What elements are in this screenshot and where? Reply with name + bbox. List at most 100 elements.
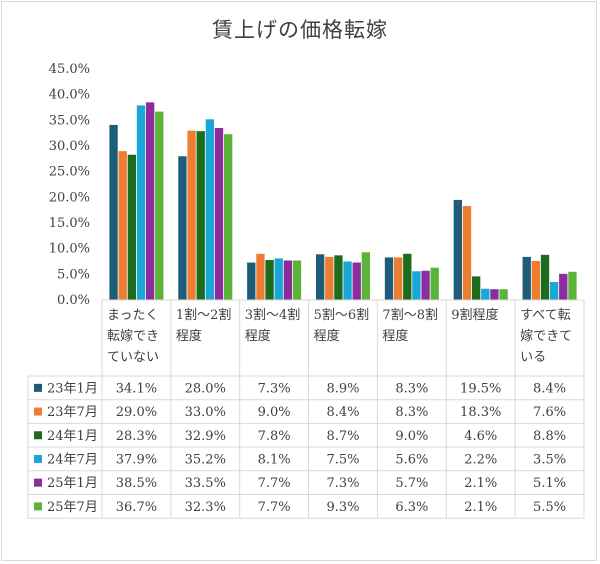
bar: [403, 253, 412, 300]
table-cell: 7.6%: [533, 405, 566, 420]
category-label: ていない: [107, 350, 159, 365]
table-cell: 2.1%: [464, 500, 497, 515]
table-cell: 8.7%: [326, 429, 359, 444]
y-tick-label: 10.0%: [49, 242, 90, 257]
bar: [393, 257, 403, 300]
bar: [196, 131, 205, 300]
table-cell: 5.1%: [533, 476, 566, 491]
legend-label: 23年1月: [47, 381, 98, 396]
bar: [549, 282, 559, 300]
table-cell: 8.1%: [258, 452, 291, 467]
table-cell: 37.9%: [116, 452, 157, 467]
bar: [462, 206, 472, 300]
legend-swatch: [34, 478, 42, 487]
bar: [421, 270, 430, 300]
bar: [274, 258, 283, 300]
table-cell: 32.3%: [185, 500, 226, 515]
category-label: 程度: [314, 328, 340, 344]
table-cell: 7.3%: [326, 476, 359, 491]
bar: [292, 260, 302, 300]
y-tick-label: 5.0%: [57, 267, 90, 282]
bar: [256, 253, 265, 300]
table-cell: 7.8%: [258, 429, 291, 444]
bar: [325, 256, 334, 300]
table-cell: 8.4%: [533, 381, 566, 396]
table-cell: 19.5%: [460, 381, 501, 396]
table-cell: 8.4%: [326, 405, 359, 420]
bar: [490, 289, 499, 300]
legend-swatch: [34, 454, 42, 463]
table-cell: 5.6%: [395, 452, 428, 467]
legend-swatch: [34, 383, 42, 392]
table-cell: 7.3%: [258, 381, 291, 396]
legend-swatch: [34, 431, 42, 440]
category-label: まったく: [107, 308, 158, 323]
bar: [283, 260, 293, 300]
table-cell: 8.3%: [395, 381, 428, 396]
bar: [559, 273, 568, 300]
bar: [343, 261, 352, 300]
legend-swatch: [34, 502, 42, 511]
table-cell: 7.5%: [326, 452, 359, 467]
category-label: いる: [520, 350, 546, 365]
category-label: 5割〜6割: [314, 307, 370, 323]
bar: [127, 154, 137, 300]
bar: [178, 156, 187, 300]
y-tick-label: 0.0%: [57, 293, 90, 308]
bar: [531, 260, 541, 300]
table-cell: 3.5%: [533, 452, 566, 467]
chart-title: 賃上げの価格転嫁: [212, 18, 388, 42]
y-tick-label: 35.0%: [49, 113, 90, 128]
bar: [223, 134, 233, 300]
table-cell: 29.0%: [116, 405, 157, 420]
table-cell: 4.6%: [464, 429, 497, 444]
legend-label: 25年1月: [47, 476, 98, 491]
table-cell: 5.5%: [533, 500, 566, 515]
bar: [540, 254, 550, 300]
table-cell: 28.3%: [116, 429, 157, 444]
table-cell: 8.8%: [533, 429, 566, 444]
bar: [412, 271, 421, 300]
table-cell: 33.0%: [185, 405, 226, 420]
table-cell: 28.0%: [185, 381, 226, 396]
y-tick-label: 15.0%: [49, 216, 90, 231]
legend-swatch: [34, 407, 42, 416]
table-cell: 35.2%: [185, 452, 226, 467]
table-cell: 36.7%: [116, 500, 157, 515]
table-cell: 2.1%: [464, 476, 497, 491]
y-tick-label: 45.0%: [49, 62, 90, 77]
table-cell: 8.9%: [326, 381, 359, 396]
category-label: 嫁できて: [520, 329, 572, 344]
table-cell: 32.9%: [185, 429, 226, 444]
category-label: 程度: [382, 328, 408, 344]
legend-label: 23年7月: [47, 405, 98, 420]
y-tick-label: 25.0%: [49, 165, 90, 180]
table-cell: 5.7%: [395, 476, 428, 491]
bar: [384, 257, 394, 300]
y-tick-label: 30.0%: [49, 139, 90, 154]
category-label: すべて転: [520, 308, 571, 323]
legend-label: 24年7月: [47, 452, 98, 467]
bar: [155, 111, 164, 301]
bar: [334, 255, 343, 300]
bar: [214, 128, 224, 300]
y-tick-label: 20.0%: [49, 190, 90, 205]
bar: [568, 271, 577, 300]
category-label: 転嫁でき: [107, 329, 159, 344]
bar: [315, 254, 325, 300]
table-cell: 8.3%: [395, 405, 428, 420]
category-label: 7割〜8割: [382, 307, 438, 323]
y-tick-label: 40.0%: [49, 88, 90, 103]
bar: [205, 119, 215, 300]
legend-label: 25年7月: [47, 500, 98, 515]
table-cell: 9.0%: [258, 405, 291, 420]
table-cell: 33.5%: [185, 476, 226, 491]
bar: [361, 252, 371, 300]
table-cell: 7.7%: [258, 476, 291, 491]
bar: [265, 259, 274, 300]
bar: [187, 130, 196, 300]
bar: [247, 262, 256, 300]
table-cell: 7.7%: [258, 500, 291, 515]
category-label: 3割〜4割: [245, 307, 301, 323]
